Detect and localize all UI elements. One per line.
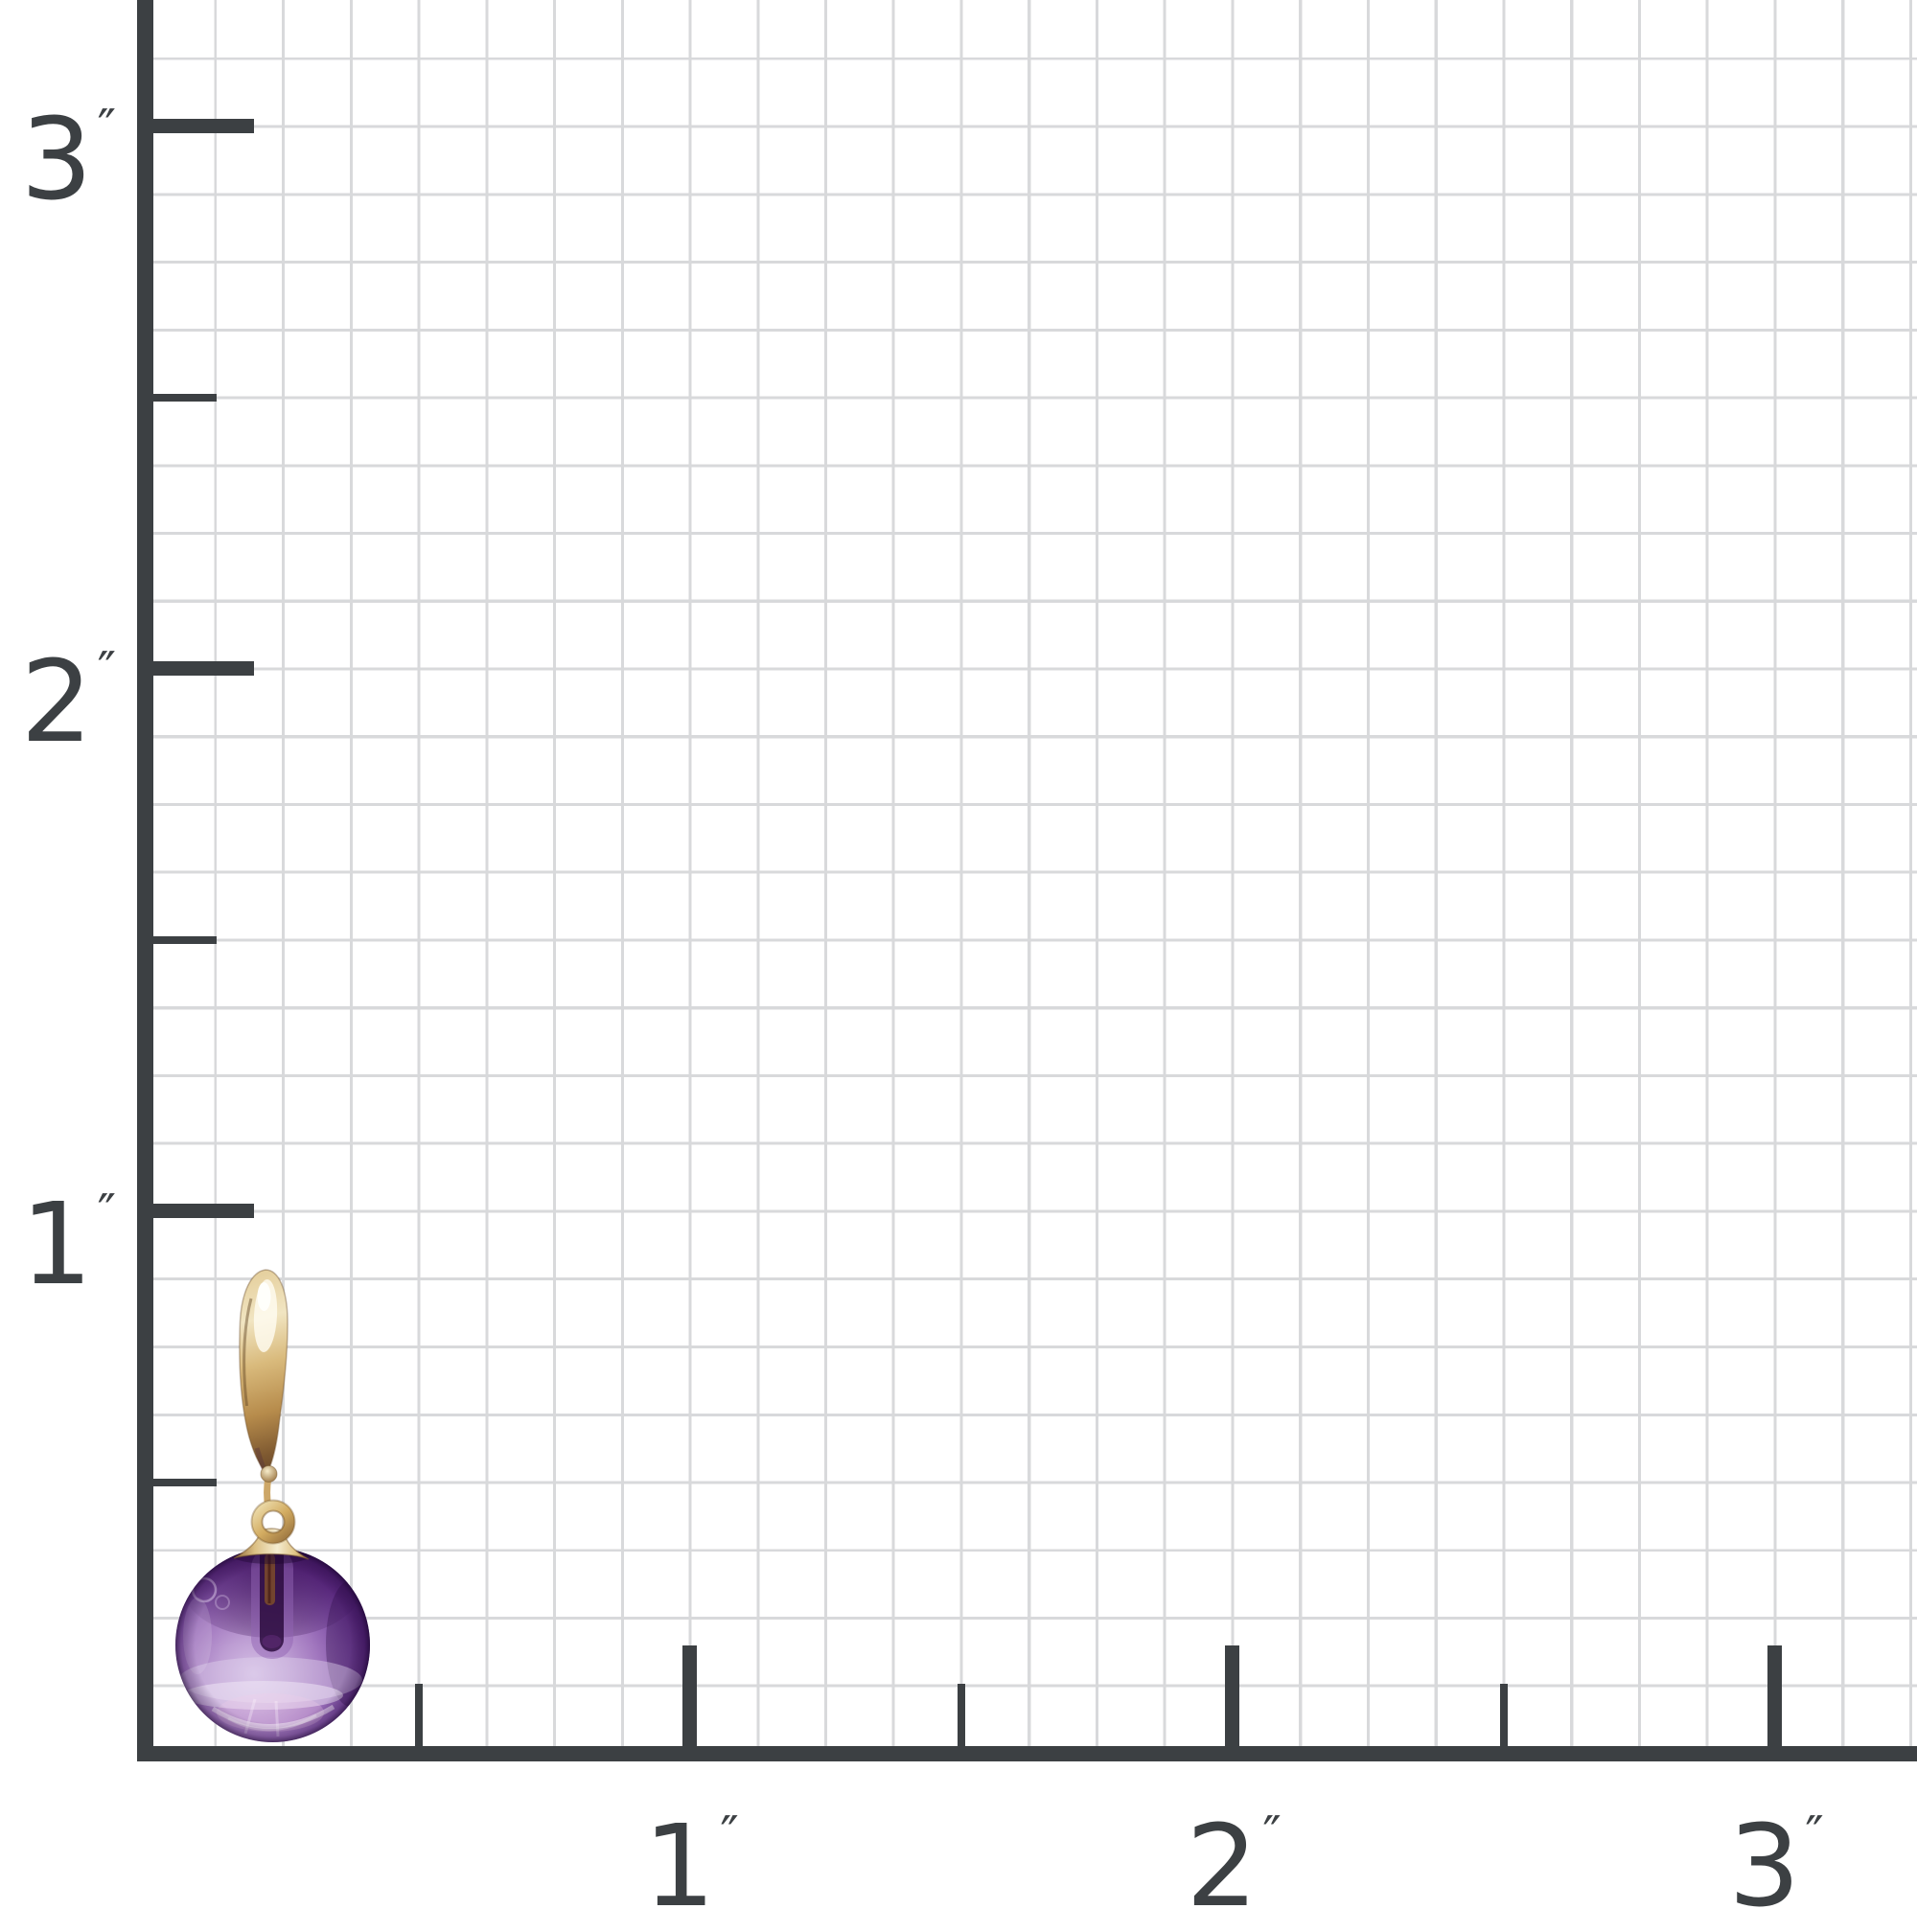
amethyst-ball-rim-shading [175, 1548, 370, 1742]
hook-lever-slit [243, 1298, 253, 1407]
left-ruler-major-tick-3in [153, 119, 254, 133]
gold-bead-cap [233, 1528, 310, 1560]
inch-mark: ″ [720, 1806, 738, 1864]
bottom-ruler-half-tick-1-5in [958, 1684, 965, 1746]
inch-mark: ″ [97, 642, 116, 700]
grid-paper [153, 0, 1917, 1746]
left-ruler-label-3in: 3″ [20, 93, 116, 225]
left-ruler-major-tick-2in [153, 661, 254, 676]
bottom-ruler-half-tick-0-5in [415, 1684, 423, 1746]
bottom-ruler-label-2in: 2″ [1186, 1800, 1282, 1932]
inch-mark: ″ [1262, 1806, 1281, 1864]
bottom-ruler-half-tick-2-5in [1500, 1684, 1508, 1746]
gold-jump-ring [251, 1500, 295, 1544]
hook-knob [260, 1465, 278, 1483]
bottom-ruler-major-tick-1in [682, 1645, 697, 1746]
left-ruler-half-tick-0-5in [153, 1479, 217, 1486]
bottom-ruler-label-3in: 3″ [1728, 1800, 1824, 1932]
left-ruler-label-2in: 2″ [20, 635, 116, 768]
hook-specular [257, 1282, 271, 1311]
left-ruler-half-tick-1-5in [153, 936, 217, 944]
inch-mark: ″ [97, 1184, 116, 1242]
vertical-ruler-bar [137, 0, 153, 1761]
bottom-ruler-major-tick-2in [1225, 1645, 1239, 1746]
inch-mark: ″ [1805, 1806, 1823, 1864]
left-ruler-label-1in: 1″ [20, 1178, 116, 1310]
earring-product-photo [175, 1269, 370, 1742]
left-ruler-major-tick-1in [153, 1204, 254, 1218]
bottom-ruler-major-tick-3in [1767, 1645, 1782, 1746]
inch-mark: ″ [97, 100, 116, 157]
horizontal-ruler-bar [137, 1746, 1917, 1761]
left-ruler-half-tick-2-5in [153, 394, 217, 402]
bottom-ruler-label-1in: 1″ [643, 1800, 739, 1932]
